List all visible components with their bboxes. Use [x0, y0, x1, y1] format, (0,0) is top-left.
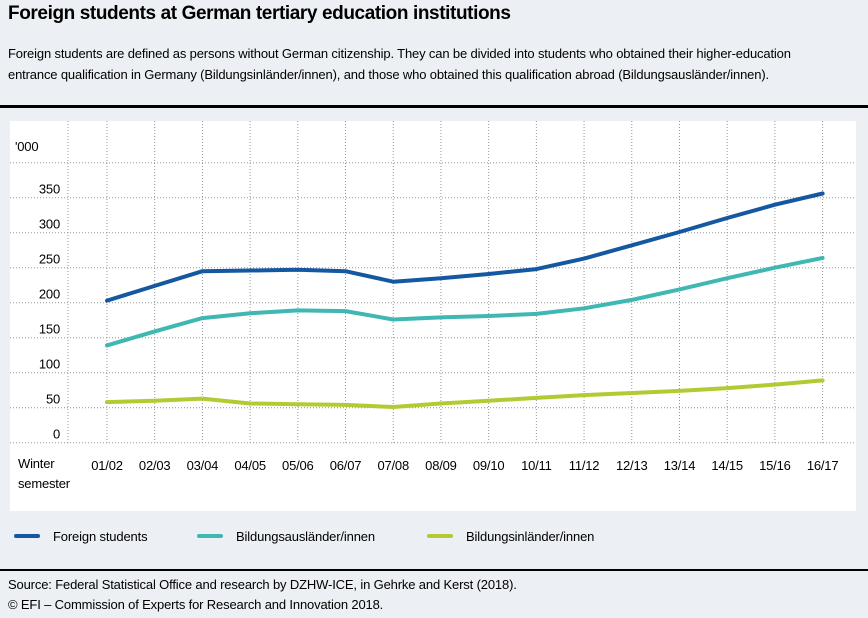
x-tick-label: 01/02: [91, 458, 123, 473]
x-tick-label: 02/03: [139, 458, 171, 473]
top-divider-rule: [0, 105, 868, 108]
legend-item-bildungsinl-nder-innen: Bildungsinländer/innen: [427, 526, 594, 546]
x-tick-label: 08/09: [425, 458, 457, 473]
bottom-divider-rule: [0, 569, 868, 571]
x-tick-label: 03/04: [187, 458, 219, 473]
x-tick-label: 05/06: [282, 458, 314, 473]
x-tick-label: 15/16: [759, 458, 791, 473]
y-tick-label: 200: [39, 287, 60, 302]
y-tick-label: 0: [53, 427, 60, 442]
legend-label-bildungsinl-nder-innen: Bildungsinländer/innen: [466, 528, 595, 544]
legend-label-bildungsausl-nder-innen: Bildungsausländer/innen: [236, 528, 375, 544]
y-tick-label: 350: [39, 182, 60, 197]
legend-item-bildungsausl-nder-innen: Bildungsausländer/innen: [197, 526, 375, 546]
x-axis-title-line-1: Winter: [18, 456, 55, 471]
chart-panel: '000 350 300 250 200 150 100 50 0 01/02 02/03 03/04…: [10, 121, 856, 511]
chart-legend: Foreign students Bildungsausländer/innen B…: [0, 526, 868, 546]
x-tick-label: 07/08: [377, 458, 409, 473]
x-tick-label: 12/13: [616, 458, 648, 473]
line-chart: '000 350 300 250 200 150 100 50 0 01/02 02/03 03/04…: [10, 121, 856, 491]
copyright-note: © EFI – Commission of Experts for Resear…: [8, 597, 384, 612]
x-tick-label: 04/05: [234, 458, 266, 473]
x-tick-label: 11/12: [569, 458, 600, 473]
page-title: Foreign students at German tertiary educ…: [8, 3, 511, 24]
legend-swatch-bildungsinl-nder-innen: [427, 533, 453, 539]
figure-subtitle: Foreign students are defined as persons …: [8, 43, 791, 85]
y-tick-label: 250: [39, 252, 60, 267]
y-tick-label: 300: [39, 217, 60, 232]
x-tick-label: 14/15: [711, 458, 743, 473]
source-note: Source: Federal Statistical Office and r…: [8, 577, 517, 592]
series-line-bildungsinl-nder-innen: [105, 378, 825, 409]
x-tick-label: 10/11: [521, 458, 552, 473]
y-axis-unit-label: '000: [15, 139, 38, 154]
series-line-foreign-students: [105, 191, 825, 303]
x-tick-label: 16/17: [807, 458, 839, 473]
legend-swatch-bildungsausl-nder-innen: [197, 533, 223, 539]
y-tick-label: 100: [39, 357, 60, 372]
x-tick-label: 13/14: [664, 458, 696, 473]
y-tick-label: 150: [39, 322, 60, 337]
y-tick-label: 50: [46, 392, 60, 407]
legend-item-foreign-students: Foreign students: [14, 526, 148, 546]
x-tick-label: 09/10: [473, 458, 505, 473]
subtitle-line-1: Foreign students are defined as persons …: [8, 46, 791, 61]
x-axis-title-line-2: semester: [18, 476, 71, 491]
series-line-bildungsausl-nder-innen: [105, 255, 825, 348]
x-tick-label: 06/07: [330, 458, 362, 473]
subtitle-line-2: entrance qualification in Germany (Bildu…: [8, 67, 769, 82]
legend-swatch-foreign-students: [14, 533, 40, 539]
legend-label-foreign-students: Foreign students: [53, 528, 148, 544]
